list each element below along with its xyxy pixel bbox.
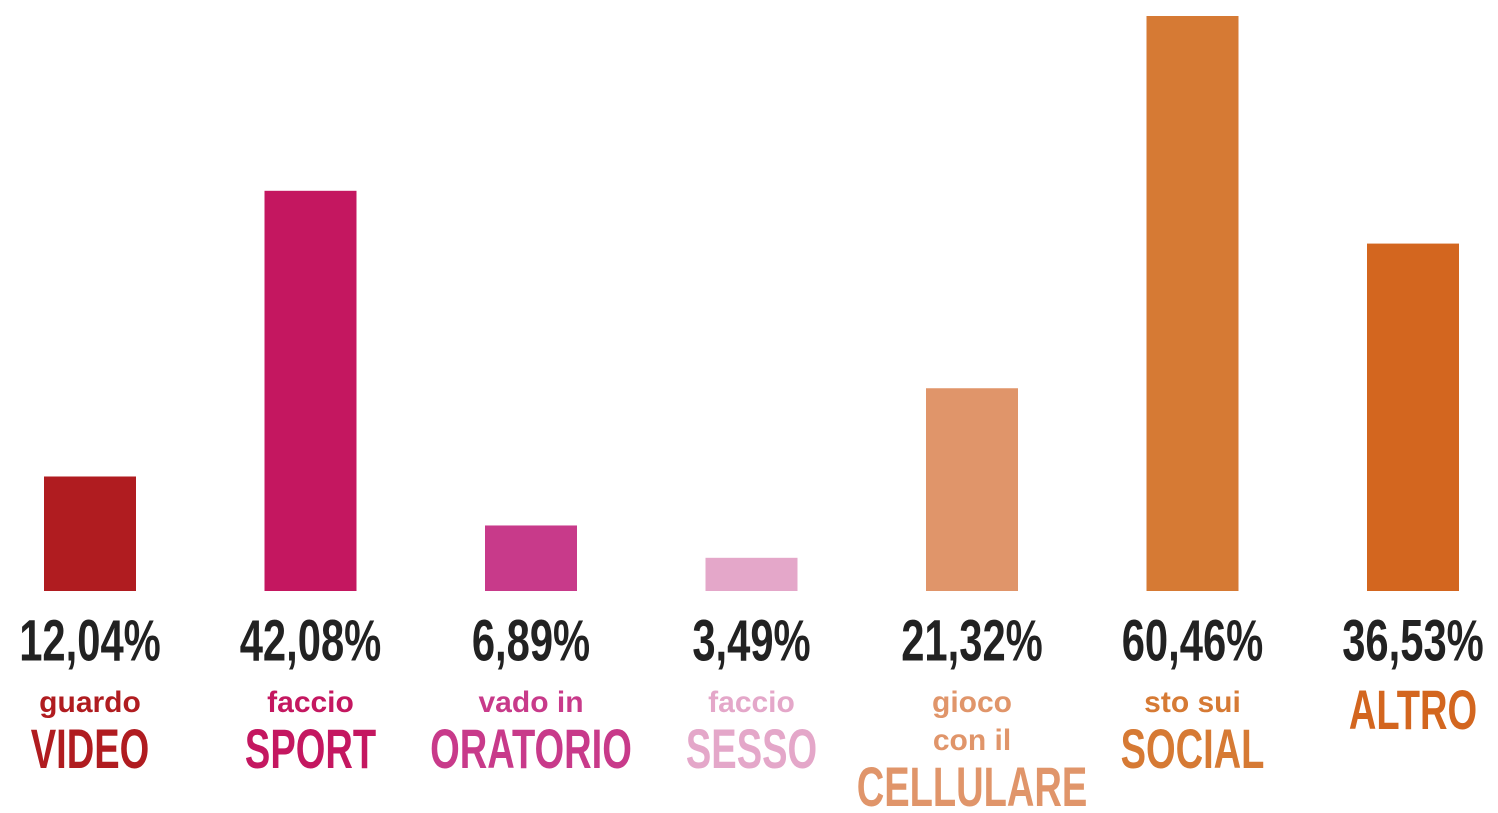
category-lead: faccio	[267, 686, 354, 719]
value-label: 42,08%	[240, 608, 382, 673]
bar	[926, 388, 1018, 591]
category-main: ORATORIO	[430, 719, 632, 781]
bar	[1367, 243, 1459, 591]
bar	[264, 190, 357, 592]
bar	[705, 557, 798, 591]
category-main: SESSO	[686, 719, 817, 781]
value-label: 21,32%	[901, 608, 1043, 673]
category-main: SOCIAL	[1121, 719, 1265, 781]
category-main: SPORT	[245, 719, 376, 781]
category-main: CELLULARE	[857, 757, 1088, 813]
category-lead: guardo	[39, 686, 141, 719]
bar	[1146, 16, 1239, 591]
category-lead: con il	[933, 724, 1011, 757]
value-label: 3,49%	[692, 608, 810, 673]
value-label: 6,89%	[472, 608, 590, 673]
value-label: 36,53%	[1342, 608, 1484, 673]
category-lead: sto sui	[1144, 686, 1241, 719]
bar	[44, 476, 136, 591]
value-label: 60,46%	[1122, 608, 1264, 673]
value-label: 12,04%	[19, 608, 161, 673]
category-main: VIDEO	[31, 719, 149, 781]
category-lead: faccio	[708, 686, 795, 719]
category-main: ALTRO	[1349, 680, 1477, 742]
bar	[485, 525, 577, 591]
category-lead: vado in	[478, 686, 583, 719]
category-lead: gioco	[932, 686, 1012, 719]
